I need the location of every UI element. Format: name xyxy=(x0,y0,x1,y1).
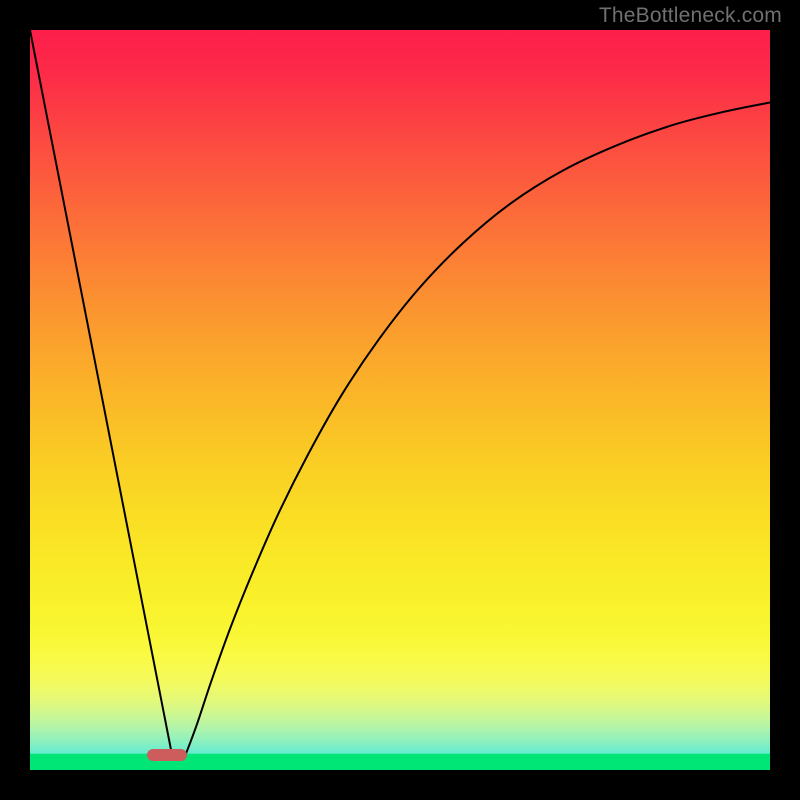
chart-curve xyxy=(30,30,770,770)
watermark-text: TheBottleneck.com xyxy=(599,4,782,28)
chart-bottleneck-marker xyxy=(147,749,187,761)
chart-plot-area xyxy=(30,30,770,770)
